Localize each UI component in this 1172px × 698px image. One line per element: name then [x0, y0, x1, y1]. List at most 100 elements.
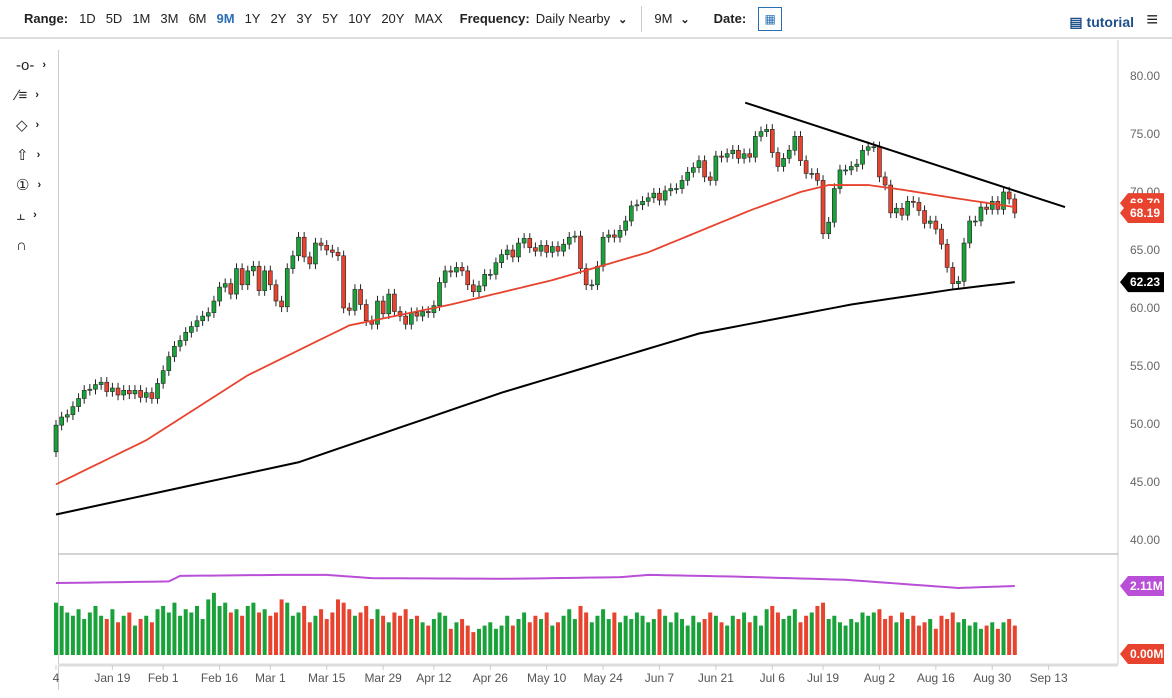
candle-body [583, 268, 589, 286]
volume-bar [116, 622, 121, 655]
candle-body [899, 207, 905, 216]
volume-bar [1007, 619, 1012, 655]
candle-body [736, 149, 741, 159]
range-buttons: 1D 5D 1M 3M 6M 9M 1Y 2Y 3Y 5Y 10Y 20Y MAX [74, 11, 448, 26]
range-5y[interactable]: 5Y [322, 11, 339, 26]
volume-bar [674, 612, 679, 655]
volume-bar [454, 622, 459, 655]
range-10y[interactable]: 10Y [348, 11, 372, 26]
candle-body [910, 200, 916, 203]
volume-bar [330, 612, 335, 655]
open-interest-line [55, 573, 1015, 589]
volume-bar [522, 612, 527, 655]
candle-body [59, 416, 64, 426]
volume-bar [386, 622, 391, 655]
hamburger-menu-icon[interactable]: ≡ [1146, 9, 1158, 31]
tool-fibonacci-tool[interactable]: ∕≡ › [0, 80, 58, 110]
candle-body [256, 265, 262, 291]
calendar-icon[interactable]: ▦ [758, 6, 783, 31]
volume-bar [279, 599, 284, 655]
open-interest-tag: 2.11M [1130, 579, 1163, 593]
candle-body [296, 236, 301, 257]
volume-bar [646, 622, 651, 655]
candle-body [397, 311, 403, 317]
candle-body [950, 267, 956, 284]
candle-body [566, 236, 572, 245]
x-tick-label: Aug 30 [973, 671, 1011, 685]
candle-body [386, 293, 392, 315]
candle-body [589, 284, 595, 287]
candle-body [93, 384, 98, 390]
candle-body [110, 387, 115, 392]
candle-body [414, 312, 420, 317]
volume-bar [713, 615, 718, 655]
range-2y[interactable]: 2Y [270, 11, 287, 26]
volume-bar [759, 625, 763, 655]
volume-bar [414, 615, 419, 655]
volume-bar [928, 619, 933, 655]
volume-bar [770, 605, 775, 655]
candle-body [544, 245, 549, 253]
measure-tool-icon: ⫠ [16, 206, 26, 224]
range-5d[interactable]: 5D [105, 11, 123, 26]
candle-body [335, 252, 341, 257]
volume-bar [578, 605, 583, 655]
x-tick-label: May 10 [527, 671, 567, 685]
volume-bar [285, 602, 290, 655]
volume-bar [866, 615, 871, 655]
range-3y[interactable]: 3Y [296, 11, 313, 26]
volume-bar [465, 625, 470, 655]
candle-body [200, 315, 205, 322]
volume-bar [437, 612, 442, 655]
x-tick-label: Apr 12 [416, 671, 452, 685]
volume-bar [606, 619, 611, 655]
candle-body [702, 160, 707, 178]
candle-body [623, 220, 628, 231]
candle-body [713, 155, 719, 181]
candle-body [307, 256, 313, 265]
volume-bar [984, 625, 989, 655]
candle-body [707, 176, 713, 181]
range-max[interactable]: MAX [414, 11, 443, 26]
candle-body [177, 340, 183, 347]
candle-body [346, 307, 352, 311]
candle-body [318, 242, 324, 246]
range-3m[interactable]: 3M [160, 11, 179, 26]
candle-body [606, 234, 612, 238]
candle-body [239, 268, 245, 286]
tutorial-link[interactable]: ▤ tutorial [1069, 14, 1134, 31]
tool-measure-tool[interactable]: ⫠ › [0, 200, 58, 230]
tool-shape-tool[interactable]: ◇ › [0, 110, 58, 140]
volume-bar [431, 619, 436, 655]
candle-body [217, 286, 222, 302]
range-20y[interactable]: 20Y [381, 11, 405, 26]
y-tick-label: 75.00 [1130, 127, 1160, 141]
volume-bar [888, 615, 893, 655]
chevron-right-icon: › [33, 209, 37, 221]
range-9m[interactable]: 9M [216, 11, 235, 26]
frequency-select[interactable]: Daily Nearby ⌄ [536, 11, 628, 26]
volume-bar [809, 612, 814, 655]
tool-arrow-up[interactable]: ⇧ › [0, 140, 58, 170]
candle-body [764, 129, 769, 132]
tool-magnet[interactable]: ∩ [0, 230, 58, 260]
range-1y[interactable]: 1Y [244, 11, 261, 26]
candle-body [273, 284, 279, 302]
candle-body [160, 370, 166, 384]
volume-bar [877, 609, 882, 655]
volume-bar [860, 612, 865, 655]
range-1m[interactable]: 1M [132, 11, 151, 26]
volume-bar [527, 622, 532, 655]
candle-body [392, 293, 397, 312]
period-select[interactable]: 9M ⌄ [654, 11, 689, 26]
tool-crosshair-line[interactable]: -o- › [0, 50, 58, 80]
candle-body [138, 390, 143, 398]
volume-bar [990, 622, 995, 655]
volume-bar [155, 609, 160, 655]
range-1d[interactable]: 1D [79, 11, 96, 26]
range-6m[interactable]: 6M [188, 11, 207, 26]
divider [641, 5, 643, 32]
candle-body [194, 320, 200, 327]
volume-bar [99, 615, 104, 655]
tool-numbered-marker[interactable]: ① › [0, 170, 58, 200]
